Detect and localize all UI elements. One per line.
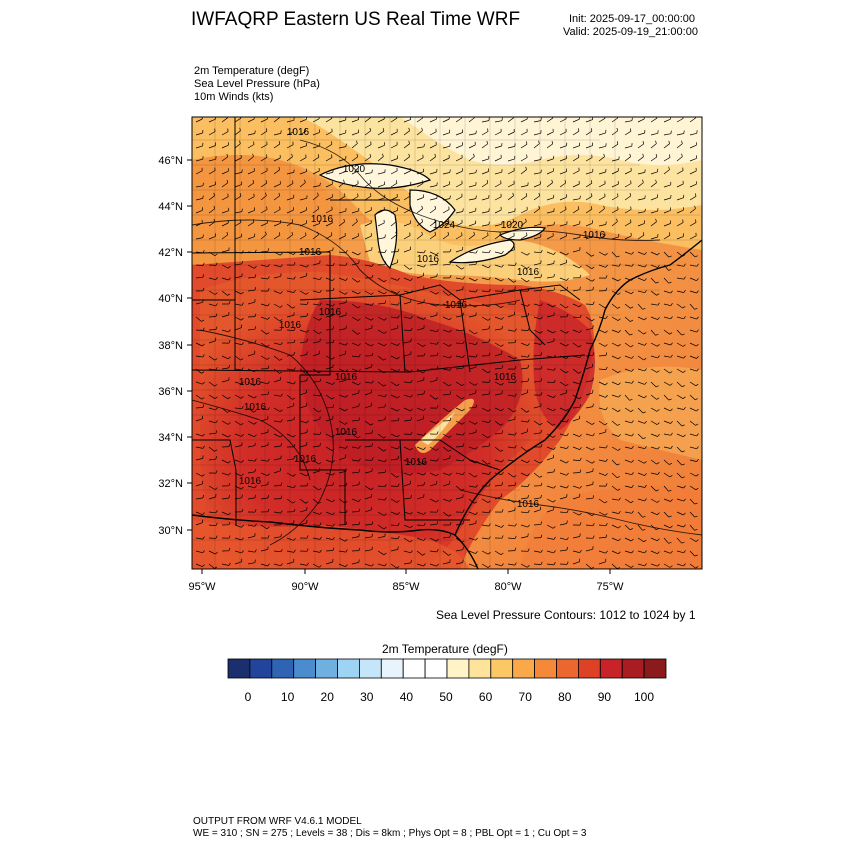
colorbar-tick-label: 60: [479, 690, 493, 704]
colorbar-swatch: [402, 658, 426, 679]
colorbar-tick-label: 100: [634, 690, 654, 704]
wind-barbs: [195, 117, 699, 569]
field-label-pressure: Sea Level Pressure (hPa): [194, 78, 320, 90]
colorbar-swatch: [599, 658, 623, 679]
colorbar-swatch: [490, 658, 514, 679]
lat-tick-label: 36°N: [158, 386, 183, 398]
colorbar-swatch: [621, 658, 645, 679]
colorbar-swatch: [380, 658, 404, 679]
contour-note: Sea Level Pressure Contours: 1012 to 102…: [436, 608, 696, 622]
colorbar-swatch: [643, 658, 667, 679]
pressure-label: 1016: [239, 377, 262, 388]
field-label-temperature: 2m Temperature (degF): [194, 65, 310, 77]
pressure-label: 1020: [501, 220, 524, 231]
pressure-label: 1016: [517, 267, 540, 278]
colorbar-tick-label: 50: [439, 690, 453, 704]
pressure-label: 1016: [299, 247, 322, 258]
model-info-line-2: WE = 310 ; SN = 275 ; Levels = 38 ; Dis …: [193, 828, 587, 839]
colorbar-swatch: [227, 658, 251, 679]
colorbar-swatch: [424, 658, 448, 679]
lat-tick-label: 40°N: [158, 293, 183, 305]
colorbar-swatch: [358, 658, 382, 679]
colorbar-tick-label: 40: [400, 690, 414, 704]
colorbar-swatch: [578, 658, 601, 679]
field-label-winds: 10m Winds (kts): [194, 91, 274, 103]
colorbar-tick-label: 10: [281, 690, 295, 704]
pressure-label: 1016: [335, 427, 358, 438]
lat-tick-label: 42°N: [158, 247, 183, 259]
pressure-label: 1016: [244, 402, 267, 413]
lon-tick-label: 90°W: [291, 581, 319, 593]
model-info-line-1: OUTPUT FROM WRF V4.6.1 MODEL: [193, 816, 362, 827]
colorbar-swatch: [556, 658, 579, 679]
colorbar-swatch: [512, 658, 536, 679]
colorbar-tick-label: 20: [321, 690, 335, 704]
init-time: Init: 2025-09-17_00:00:00: [569, 13, 695, 25]
pressure-label: 1016: [494, 372, 517, 383]
colorbar-swatch: [315, 658, 338, 679]
pressure-label: 1020: [343, 164, 366, 175]
lat-tick-label: 30°N: [158, 525, 183, 537]
colorbar-tick-label: 90: [598, 690, 612, 704]
pressure-label: 1016: [583, 230, 606, 241]
pressure-label: 1016: [294, 454, 317, 465]
pressure-label: 1016: [279, 320, 302, 331]
map-field: [192, 117, 702, 569]
pressure-label: 1016: [445, 300, 468, 311]
longitude-axis: 95°W 90°W 85°W 80°W 75°W: [188, 569, 624, 593]
colorbar-title: 2m Temperature (degF): [382, 642, 508, 656]
lon-tick-label: 95°W: [188, 581, 216, 593]
pressure-label: 1016: [319, 307, 342, 318]
colorbar-tick-label: 30: [360, 690, 374, 704]
pressure-labels: 1016 1020 1016 1024 1020 1016 1016 1016 1016 1016…: [239, 127, 606, 510]
lon-tick-label: 80°W: [494, 581, 522, 593]
lat-tick-label: 34°N: [158, 432, 183, 444]
lon-tick-label: 75°W: [596, 581, 624, 593]
pressure-label: 1016: [517, 499, 540, 510]
valid-time: Valid: 2025-09-19_21:00:00: [563, 26, 698, 38]
lat-tick-label: 32°N: [158, 478, 183, 490]
plot-title: IWFAQRP Eastern US Real Time WRF: [191, 9, 521, 30]
pressure-label: 1016: [335, 372, 358, 383]
pressure-label: 1016: [417, 254, 440, 265]
lat-tick-label: 44°N: [158, 201, 183, 213]
colorbar-swatch: [468, 658, 492, 679]
colorbar-swatch: [446, 658, 470, 679]
pressure-label: 1016: [311, 214, 334, 225]
map-panel: 1016 1020 1016 1024 1020 1016 1016 1016 1016 1016…: [158, 116, 703, 593]
pressure-label: 1016: [405, 457, 428, 468]
pressure-label: 1016: [239, 476, 262, 487]
colorbar-swatch: [534, 658, 557, 679]
colorbar-tick-label: 0: [245, 690, 252, 704]
latitude-axis: 46°N 44°N 42°N 40°N 38°N 36°N 34°N 32°N 30°N: [158, 155, 192, 537]
colorbar-swatch: [293, 658, 317, 679]
colorbar-swatch: [271, 658, 295, 679]
pressure-label: 1016: [287, 127, 310, 138]
lat-tick-label: 46°N: [158, 155, 183, 167]
pressure-label: 1024: [433, 220, 456, 231]
colorbar-swatch: [337, 658, 360, 679]
colorbar-tick-label: 80: [558, 690, 572, 704]
lon-tick-label: 85°W: [392, 581, 420, 593]
colorbar-tick-label: 70: [519, 690, 533, 704]
colorbar-swatch: [249, 658, 273, 679]
lat-tick-label: 38°N: [158, 340, 183, 352]
map-frame: [191, 116, 703, 570]
